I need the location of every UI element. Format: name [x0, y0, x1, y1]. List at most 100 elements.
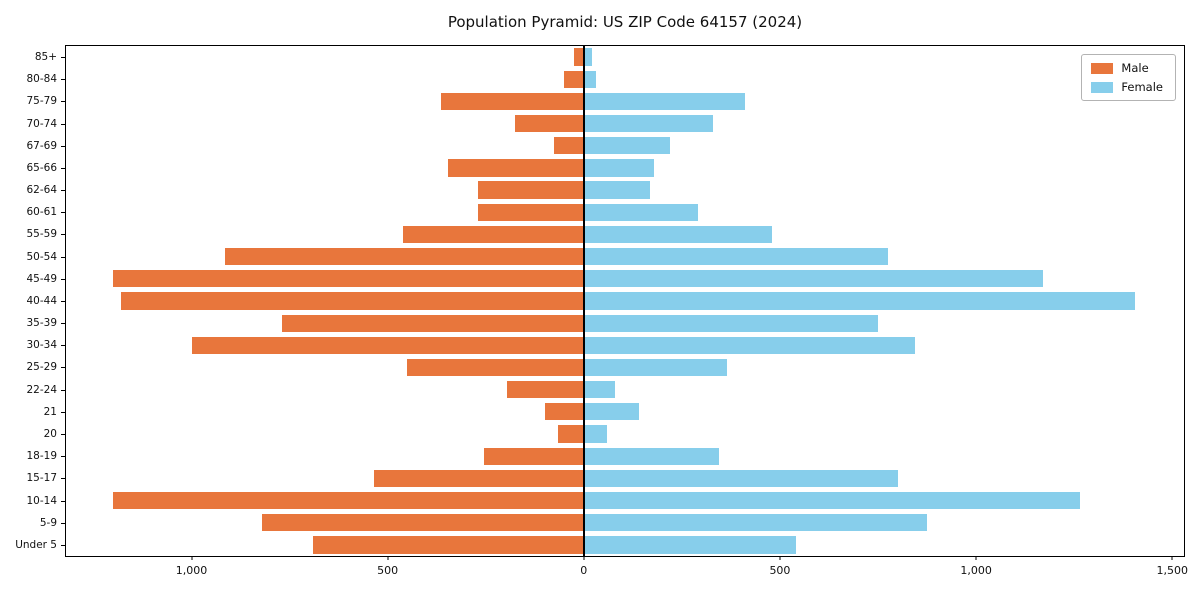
- male-bar: [507, 381, 584, 399]
- y-tick-mark: [61, 345, 65, 347]
- x-tick-label: 1,000: [175, 564, 208, 577]
- male-bar: [407, 358, 584, 377]
- female-bar: [583, 48, 592, 66]
- y-axis-label: 55-59: [26, 228, 57, 241]
- y-tick-mark: [61, 79, 65, 81]
- y-tick-mark: [61, 278, 65, 280]
- male-bar: [448, 159, 584, 177]
- y-axis-label: 80-84: [26, 73, 57, 86]
- y-axis-label: 21: [43, 405, 57, 418]
- y-tick-mark: [61, 434, 65, 435]
- category-row-65-66: 65-66: [26, 157, 1184, 179]
- bars-container: 85+ 80-84 75-79 70-74 67-69 65-66 62-64 60-61 55…: [15, 46, 1184, 556]
- y-tick-mark: [61, 145, 65, 147]
- male-bar: [477, 203, 584, 221]
- y-tick-mark: [61, 234, 65, 236]
- male-bar: [554, 137, 584, 155]
- chart-title: Population Pyramid: US ZIP Code 64157 (2…: [447, 13, 803, 31]
- category-row-35-39: 35-39: [26, 312, 1184, 334]
- female-bar: [583, 225, 773, 244]
- category-row-67-69: 67-69: [26, 135, 1184, 157]
- x-tick-mark: [583, 556, 585, 560]
- y-tick-mark: [61, 500, 65, 502]
- category-row-55-59: 55-59: [26, 223, 1184, 245]
- male-bar: [515, 114, 584, 133]
- y-axis-label: 25-29: [26, 361, 57, 374]
- x-tick-mark: [191, 556, 193, 560]
- y-tick-mark: [61, 522, 65, 524]
- y-axis-label: 70-74: [26, 117, 57, 130]
- male-bar: [313, 536, 584, 554]
- category-row-18-19: 18-19: [26, 445, 1184, 467]
- female-bar: [583, 137, 671, 155]
- x-tick-mark: [975, 556, 977, 560]
- male-bar: [564, 70, 584, 88]
- female-bar: [583, 247, 888, 266]
- y-axis-label: 35-39: [26, 317, 57, 330]
- female-bar: [583, 358, 727, 377]
- legend-label-female: Female: [1121, 80, 1163, 94]
- y-axis-label: 65-66: [26, 161, 57, 174]
- y-axis-label: 85+: [34, 51, 57, 64]
- y-axis-label: 50-54: [26, 250, 57, 263]
- zero-axis-line: [583, 46, 585, 556]
- category-row-45-49: 45-49: [26, 268, 1184, 290]
- y-axis-label: Under 5: [15, 538, 57, 551]
- female-bar: [583, 203, 698, 221]
- y-tick-mark: [61, 190, 65, 192]
- male-bar: [120, 292, 584, 310]
- y-axis-label: 20: [43, 428, 57, 440]
- y-tick-mark: [61, 57, 65, 59]
- male-bar: [262, 514, 584, 532]
- female-bar: [583, 92, 745, 111]
- legend-label-male: Male: [1121, 61, 1149, 75]
- male-bar: [113, 491, 584, 510]
- male-bar: [191, 336, 584, 354]
- female-bar: [583, 292, 1135, 310]
- y-tick-mark: [61, 544, 65, 546]
- y-axis-label: 10-14: [26, 494, 57, 507]
- category-row-62-64: 62-64: [26, 179, 1184, 201]
- x-tick-label: 1,500: [1156, 564, 1188, 577]
- male-bar: [574, 48, 584, 66]
- y-tick-mark: [61, 256, 65, 258]
- female-bar: [583, 425, 608, 443]
- male-bar: [113, 270, 584, 288]
- legend-item-female: Female: [1091, 80, 1163, 94]
- category-row-under-5: Under 5: [15, 534, 1184, 556]
- male-bar: [440, 92, 584, 111]
- y-axis-label: 18-19: [26, 450, 57, 463]
- y-tick-mark: [61, 389, 65, 391]
- female-bar: [583, 314, 878, 332]
- category-row-80-84: 80-84: [26, 68, 1184, 90]
- y-tick-mark: [61, 123, 65, 125]
- female-bar: [583, 447, 720, 465]
- female-bar: [583, 159, 655, 177]
- y-tick-mark: [61, 367, 65, 369]
- x-tick-label: 1,000: [960, 564, 992, 577]
- category-row-30-34: 30-34: [26, 334, 1184, 356]
- category-row-85+: 85+: [35, 46, 1184, 68]
- category-row-21: 21: [44, 401, 1184, 423]
- category-row-5-9: 5-9: [40, 512, 1184, 534]
- plot-area: 85+ 80-84 75-79 70-74 67-69 65-66 62-64 60-61 55…: [15, 45, 1188, 577]
- y-tick-mark: [61, 300, 65, 302]
- male-bar: [477, 181, 584, 199]
- y-axis-label: 15-17: [26, 472, 57, 485]
- y-axis-label: 45-49: [26, 272, 57, 285]
- female-bar: [583, 536, 796, 554]
- x-tick-mark: [387, 556, 389, 560]
- y-tick-mark: [61, 101, 65, 103]
- male-bar: [373, 469, 584, 487]
- y-axis-label: 62-64: [26, 184, 57, 197]
- x-tick-label: 500: [769, 564, 791, 577]
- y-axis-label: 22-24: [26, 383, 57, 396]
- category-row-22-24: 22-24: [26, 379, 1184, 401]
- legend: Male Female: [1081, 54, 1176, 101]
- x-tick-mark: [779, 556, 781, 560]
- category-row-25-29: 25-29: [26, 356, 1184, 378]
- category-row-40-44: 40-44: [26, 290, 1184, 312]
- female-bar: [583, 70, 596, 88]
- male-bar: [281, 314, 584, 332]
